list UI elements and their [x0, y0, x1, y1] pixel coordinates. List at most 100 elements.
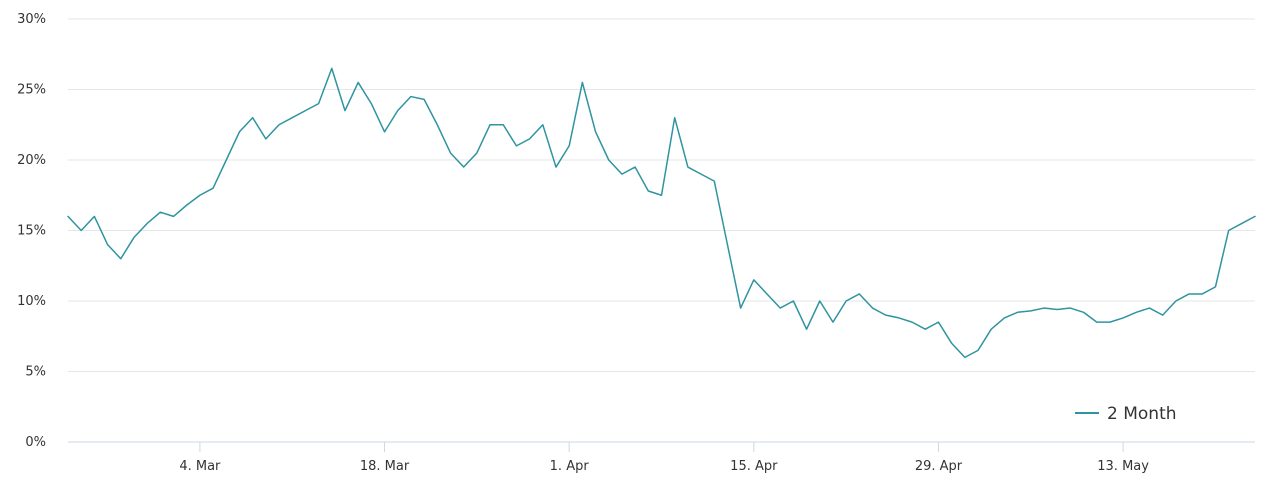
data-point[interactable]: [817, 298, 823, 304]
data-point[interactable]: [883, 312, 889, 318]
data-point[interactable]: [553, 164, 559, 170]
data-point[interactable]: [131, 235, 137, 241]
data-point[interactable]: [764, 291, 770, 297]
data-point[interactable]: [144, 220, 150, 226]
data-point[interactable]: [1199, 291, 1205, 297]
data-point[interactable]: [342, 108, 348, 114]
data-point[interactable]: [1081, 309, 1087, 315]
data-point[interactable]: [804, 326, 810, 332]
data-point[interactable]: [395, 108, 401, 114]
data-point[interactable]: [434, 122, 440, 128]
data-point[interactable]: [1107, 319, 1113, 325]
data-point[interactable]: [289, 115, 295, 121]
data-point[interactable]: [777, 305, 783, 311]
data-point[interactable]: [1015, 309, 1021, 315]
data-point[interactable]: [1094, 319, 1100, 325]
data-point[interactable]: [263, 136, 269, 142]
data-point[interactable]: [78, 228, 84, 234]
data-point[interactable]: [645, 188, 651, 194]
data-point[interactable]: [738, 305, 744, 311]
data-point[interactable]: [790, 298, 796, 304]
data-point[interactable]: [487, 122, 493, 128]
series-line-2-month[interactable]: [67, 67, 1256, 359]
series-layer: [65, 65, 1258, 360]
data-point[interactable]: [1212, 284, 1218, 290]
data-point[interactable]: [685, 164, 691, 170]
data-point[interactable]: [579, 79, 585, 85]
data-point[interactable]: [65, 213, 71, 219]
data-point[interactable]: [566, 143, 572, 149]
data-point[interactable]: [355, 79, 361, 85]
data-point[interactable]: [250, 115, 256, 121]
data-point[interactable]: [105, 242, 111, 248]
data-point[interactable]: [830, 319, 836, 325]
data-point[interactable]: [302, 108, 308, 114]
data-point[interactable]: [474, 150, 480, 156]
data-point[interactable]: [513, 143, 519, 149]
x-axis: 4. Mar 18. Mar 1. Apr 15. Apr 29. Apr 13. May: [68, 441, 1255, 474]
y-tick-label: 20%: [17, 153, 46, 168]
data-point[interactable]: [672, 115, 678, 121]
data-point[interactable]: [1028, 308, 1034, 314]
data-point[interactable]: [382, 129, 388, 135]
data-point[interactable]: [1067, 305, 1073, 311]
data-point[interactable]: [1226, 228, 1232, 234]
x-tick-label: 29. Apr: [915, 459, 963, 474]
data-point[interactable]: [619, 171, 625, 177]
data-point[interactable]: [1173, 298, 1179, 304]
data-point[interactable]: [1041, 305, 1047, 311]
data-point[interactable]: [118, 256, 124, 262]
data-point[interactable]: [1146, 305, 1152, 311]
data-point[interactable]: [843, 298, 849, 304]
data-point[interactable]: [1239, 220, 1245, 226]
legend[interactable]: 2 Month: [1075, 404, 1177, 424]
data-point[interactable]: [184, 202, 190, 208]
data-point[interactable]: [935, 319, 941, 325]
data-point[interactable]: [1252, 213, 1258, 219]
data-point[interactable]: [962, 354, 968, 360]
data-point[interactable]: [329, 65, 335, 71]
data-point[interactable]: [1186, 291, 1192, 297]
data-point[interactable]: [975, 347, 981, 353]
data-point[interactable]: [724, 242, 730, 248]
data-point[interactable]: [1120, 315, 1126, 321]
data-point[interactable]: [368, 101, 374, 107]
data-point[interactable]: [316, 101, 322, 107]
data-point[interactable]: [632, 164, 638, 170]
data-point[interactable]: [1001, 315, 1007, 321]
data-point[interactable]: [896, 315, 902, 321]
data-point[interactable]: [909, 319, 915, 325]
data-point[interactable]: [1160, 312, 1166, 318]
data-point[interactable]: [276, 122, 282, 128]
data-point[interactable]: [210, 185, 216, 191]
data-point[interactable]: [1054, 306, 1060, 312]
data-point[interactable]: [236, 129, 242, 135]
data-point[interactable]: [988, 326, 994, 332]
x-tick-label: 18. Mar: [360, 459, 410, 474]
data-point[interactable]: [421, 96, 427, 102]
data-point[interactable]: [751, 277, 757, 283]
data-point[interactable]: [711, 178, 717, 184]
data-point[interactable]: [171, 213, 177, 219]
data-point[interactable]: [698, 171, 704, 177]
data-point[interactable]: [540, 122, 546, 128]
y-tick-label: 15%: [17, 224, 46, 239]
y-tick-label: 25%: [17, 83, 46, 98]
data-point[interactable]: [408, 94, 414, 100]
data-point[interactable]: [500, 122, 506, 128]
data-point[interactable]: [1133, 309, 1139, 315]
data-point[interactable]: [527, 136, 533, 142]
data-point[interactable]: [447, 150, 453, 156]
data-point[interactable]: [922, 326, 928, 332]
data-point[interactable]: [593, 129, 599, 135]
data-point[interactable]: [659, 192, 665, 198]
data-point[interactable]: [606, 157, 612, 163]
data-point[interactable]: [157, 209, 163, 215]
data-point[interactable]: [197, 192, 203, 198]
data-point[interactable]: [870, 305, 876, 311]
data-point[interactable]: [949, 340, 955, 346]
data-point[interactable]: [223, 157, 229, 163]
data-point[interactable]: [856, 291, 862, 297]
data-point[interactable]: [91, 213, 97, 219]
data-point[interactable]: [461, 164, 467, 170]
